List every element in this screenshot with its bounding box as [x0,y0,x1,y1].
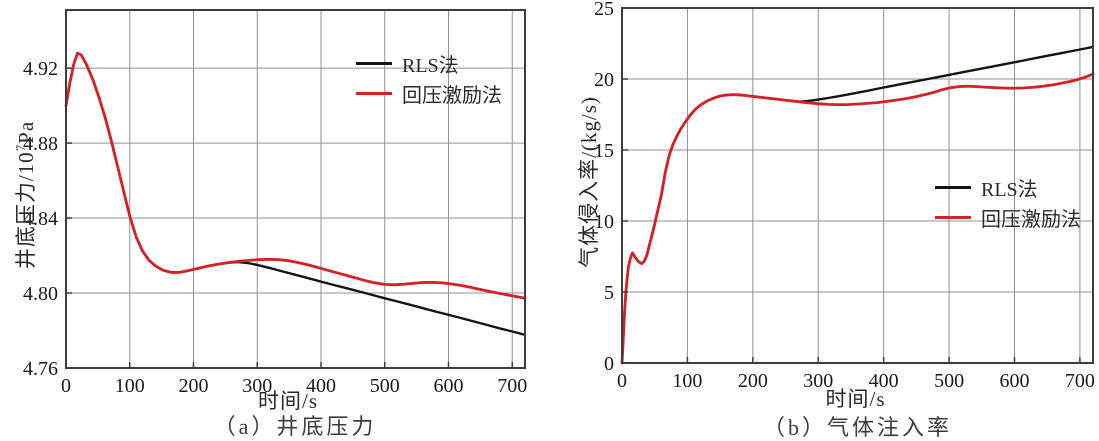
y-tick-label: 4.76 [23,358,58,380]
legend-item-backpressure: 回压激励法 [356,78,502,108]
x-tick-label: 100 [672,370,702,392]
x-tick-label: 0 [61,375,71,397]
x-tick-label: 700 [1065,370,1095,392]
chart-b-legend: RLS法 回压激励法 [935,172,1081,232]
tick-marks [621,7,1081,364]
y-tick-label: 15 [594,140,614,162]
y-tick-label: 4.84 [23,208,58,230]
x-tick-label: 500 [370,375,400,397]
legend-item-rls: RLS法 [935,172,1081,202]
backpressure-line-swatch [935,215,971,219]
y-tick-label: 4.88 [23,133,58,155]
y-tick-label: 20 [594,69,614,91]
rls-line-swatch [935,185,971,189]
legend-label-backpressure: 回压激励法 [981,208,1081,231]
x-tick-label: 500 [934,370,964,392]
legend-label-rls: RLS法 [981,178,1038,201]
chart-a-caption: （a）井底压力 [213,414,377,439]
x-tick-label: 200 [738,370,768,392]
x-tick-label: 400 [869,370,899,392]
y-tick-label: 0 [604,353,614,375]
chart-b-x-axis-label: 时间/s [825,387,886,411]
chart-a-canvas: 0 100 200 300 400 500 600 700 4.76 4.80 4.84 4.88 4.… [23,9,527,397]
x-tick-label: 300 [803,370,833,392]
x-tick-label: 200 [179,375,209,397]
series-line-1 [620,72,1095,365]
legend-label-rls: RLS法 [402,54,459,77]
x-tick-label: 300 [242,375,272,397]
chart-b-caption: （b）气体注入率 [762,415,952,440]
chart-a-legend: RLS法 回压激励法 [356,48,502,108]
y-tick-label: 4.92 [23,58,58,80]
backpressure-line-swatch [356,91,392,95]
x-tick-label: 600 [434,375,464,397]
x-tick-label: 100 [115,375,145,397]
x-tick-label: 700 [497,375,527,397]
chart-b-canvas: 0 100 200 300 400 500 600 700 0 5 10 15 20 25 [594,0,1095,392]
legend-label-backpressure: 回压激励法 [402,84,502,107]
legend-item-backpressure: 回压激励法 [935,202,1081,232]
rls-line-swatch [356,61,392,65]
x-tick-label: 0 [617,370,627,392]
x-tick-label: 400 [306,375,336,397]
x-tick-label: 600 [1000,370,1030,392]
chart-a-x-axis-label: 时间/s [257,389,318,413]
plot-border [621,7,1094,364]
chart-b-y-axis-label: 气体侵入率/(kg/s) [577,96,601,268]
tick-marks [65,67,513,369]
y-tick-label: 25 [594,0,614,20]
y-tick-label: 4.80 [23,283,58,305]
chart-a-y-axis-label: 井底压力/107Pa [13,120,38,270]
y-tick-label: 10 [594,211,614,233]
grid-lines [65,10,525,369]
chart-panel-a: 0 100 200 300 400 500 600 700 4.76 4.80 4.84 4.88 4.… [13,9,527,439]
plot-border [65,9,526,369]
series-line-1 [64,51,527,300]
chart-panel-b: 0 100 200 300 400 500 600 700 0 5 10 15 20 25 气体侵入率/(… [550,0,1099,441]
legend-item-rls: RLS法 [356,48,502,78]
y-tick-label: 5 [604,282,614,304]
